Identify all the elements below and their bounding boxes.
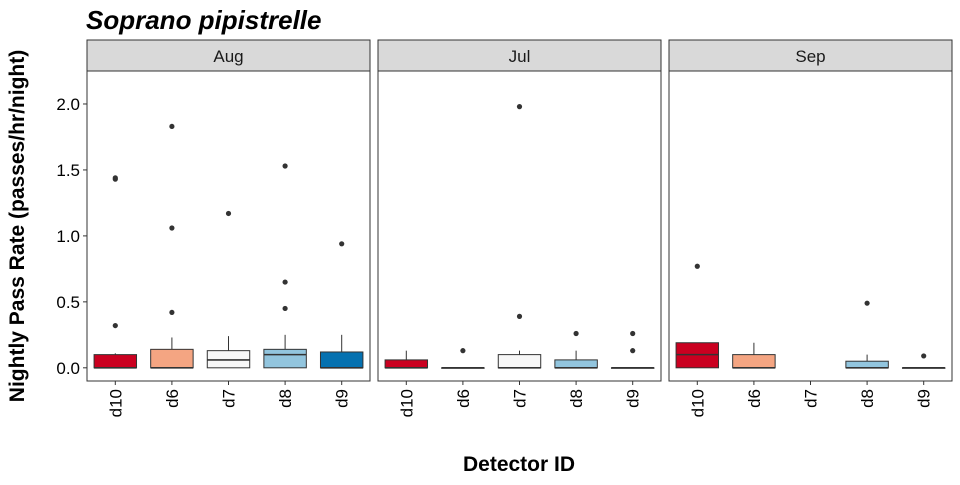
- y-tick-label: 1.0: [56, 227, 80, 246]
- facet-strip-label: Sep: [795, 47, 825, 66]
- x-tick-label: d6: [163, 389, 182, 408]
- plot-area: [87, 71, 370, 381]
- x-tick-label: d6: [454, 389, 473, 408]
- facet-panels: 0.0 0.5 1.0 1.5 2.0 Aug d10 d6 d7 d8 d9 Jul d10 d6 d7 d…: [56, 39, 953, 417]
- x-tick-label: d7: [220, 389, 239, 408]
- x-tick-label: d9: [915, 389, 934, 408]
- outlier-point: [864, 300, 870, 306]
- box-d8: [554, 330, 598, 369]
- x-tick-label: d10: [397, 389, 416, 417]
- box-d9: [901, 353, 946, 369]
- x-tick-label: d8: [567, 389, 586, 408]
- outlier-point: [460, 348, 466, 354]
- y-tick-label: 1.5: [56, 161, 80, 180]
- facet-strip-label: Jul: [509, 47, 531, 66]
- x-tick-label: d8: [276, 389, 295, 408]
- x-tick-label: d7: [511, 389, 530, 408]
- x-tick-label: d8: [858, 389, 877, 408]
- y-tick-label: 0.5: [56, 293, 80, 312]
- box-d9: [319, 241, 364, 369]
- chart-title: Soprano pipistrelle: [86, 5, 322, 35]
- outlier-point: [339, 241, 345, 247]
- outlier-point: [921, 353, 927, 359]
- box-iqr: [497, 354, 542, 369]
- box-iqr: [554, 359, 598, 369]
- box-d10: [384, 350, 429, 369]
- box-d7: [497, 104, 542, 369]
- x-tick-label: d9: [624, 389, 643, 408]
- outlier-point: [630, 348, 636, 354]
- x-axis-title: Detector ID: [463, 453, 575, 476]
- outlier-point: [282, 305, 288, 312]
- outlier-point: [516, 313, 523, 319]
- y-tick-label: 0.0: [56, 359, 80, 378]
- box-iqr: [384, 359, 429, 369]
- outlier-point: [169, 309, 175, 316]
- x-tick-label: d10: [106, 389, 125, 417]
- box-d8: [845, 300, 889, 369]
- box-iqr: [845, 360, 889, 369]
- box-d6: [150, 123, 194, 369]
- box-d7: [206, 210, 251, 369]
- box-d6: [441, 348, 485, 369]
- facet-panel-jul: Jul d10 d6 d7 d8 d9: [377, 39, 662, 417]
- outlier-point: [573, 330, 579, 337]
- outlier-point: [630, 330, 636, 337]
- box-iqr: [150, 348, 194, 369]
- outlier-point: [694, 263, 700, 269]
- box-d10: [93, 175, 138, 369]
- outlier-point: [516, 104, 523, 110]
- facet-strip: [377, 39, 662, 72]
- outlier-point: [282, 279, 288, 285]
- box-iqr: [263, 348, 307, 369]
- facet-strip: [668, 39, 953, 72]
- x-tick-label: d7: [802, 389, 821, 408]
- facet-panel-sep: Sep d10 d6 d7 d8 d9: [668, 39, 953, 417]
- outlier-point: [225, 210, 232, 217]
- outlier-point: [112, 322, 118, 329]
- facet-strip: [86, 39, 371, 72]
- y-axis-title: Nightly Pass Rate (passes/hr/night): [6, 50, 29, 402]
- x-tick-label: d6: [745, 389, 764, 408]
- outlier-point: [112, 175, 118, 181]
- outlier-point: [169, 123, 175, 130]
- box-d10: [675, 263, 720, 369]
- facet-panel-aug: Aug d10 d6 d7 d8 d9: [86, 39, 371, 417]
- plot-area: [669, 71, 952, 381]
- box-iqr: [93, 354, 138, 369]
- facet-strip-label: Aug: [213, 47, 243, 66]
- outlier-point: [282, 163, 288, 169]
- box-iqr: [732, 354, 776, 369]
- box-d9: [610, 330, 655, 369]
- outlier-point: [169, 225, 175, 231]
- x-tick-label: d9: [333, 389, 352, 408]
- x-tick-label: d10: [688, 389, 707, 417]
- plot-area: [378, 71, 661, 381]
- box-iqr: [319, 351, 364, 369]
- y-tick-label: 2.0: [56, 95, 80, 114]
- box-d6: [732, 342, 776, 369]
- box-d8: [263, 163, 307, 369]
